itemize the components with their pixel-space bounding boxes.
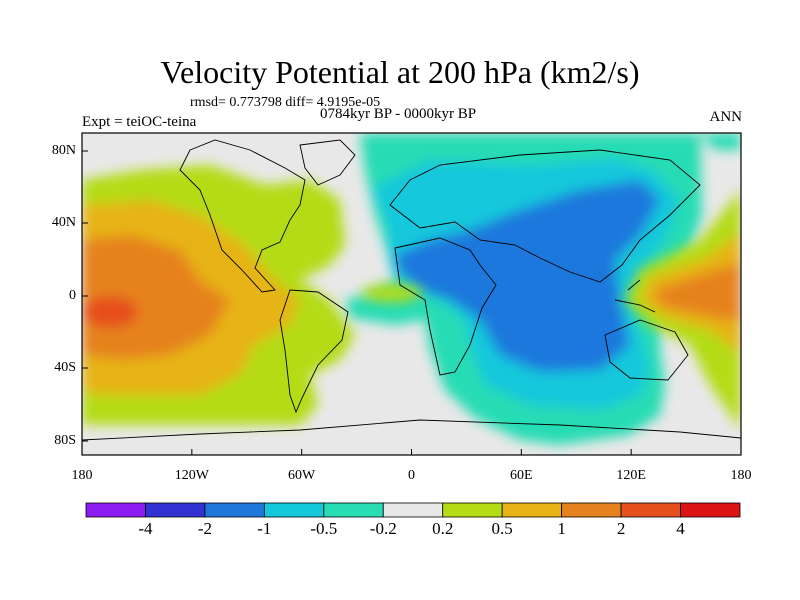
- y-tick-label: 0: [69, 288, 76, 303]
- colorbar-label: 2: [616, 519, 626, 538]
- positive-field-0.2-atlantic: [362, 284, 422, 302]
- colorbar-label: 0.2: [432, 519, 454, 538]
- positive-field-2: [82, 296, 138, 328]
- y-tick-label: 80N: [51, 143, 76, 158]
- x-tick-label: 180: [71, 468, 93, 483]
- colorbar-label: 1: [557, 519, 566, 538]
- coastline-greenland: [299, 139, 356, 186]
- x-tick-label: 120W: [174, 468, 209, 483]
- colorbar-swatch: [204, 502, 265, 518]
- colorbar-label: -0.5: [310, 519, 338, 538]
- colorbar-label: -2: [197, 519, 212, 538]
- colorbar-swatch: [382, 502, 444, 518]
- colorbar-label: -0.2: [369, 519, 397, 538]
- coastlines: [82, 139, 741, 441]
- colorbar-swatch: [323, 502, 384, 518]
- colorbar-label: 4: [676, 519, 685, 538]
- coastline-maritime-continent: [614, 279, 656, 313]
- colorbar-label: -4: [138, 519, 153, 538]
- y-tick-label: 80S: [54, 433, 76, 448]
- coastline-africa: [394, 237, 497, 376]
- colorbar-label: 0.5: [491, 519, 513, 538]
- y-tick-label: 40S: [54, 360, 76, 375]
- axis-ticks: [81, 150, 742, 455]
- negative-field-1: [395, 180, 660, 372]
- coastline-australia: [604, 319, 689, 381]
- negative-field-0.2-north: [700, 133, 741, 150]
- colorbar: [85, 502, 741, 518]
- colorbar-swatch: [85, 502, 146, 518]
- coastline-north-america: [179, 139, 306, 293]
- period-label: 0784kyr BP - 0000kyr BP: [320, 106, 477, 122]
- colorbar-swatch: [561, 502, 622, 518]
- x-tick-label: 180: [730, 468, 752, 483]
- season-label: ANN: [709, 109, 743, 125]
- colorbar-swatch: [680, 502, 741, 518]
- colorbar-swatch: [620, 502, 681, 518]
- figure-title: Velocity Potential at 200 hPa (km2/s): [160, 54, 640, 90]
- colorbar-label: -1: [257, 519, 272, 538]
- x-tick-label: 0: [408, 468, 415, 483]
- x-tick-label: 60E: [510, 468, 533, 483]
- coastline-south-america: [279, 289, 349, 414]
- coastline-antarctica: [82, 419, 741, 441]
- positive-field-1-west-pacific: [655, 262, 741, 322]
- colorbar-swatch: [263, 502, 325, 518]
- colorbar-swatch: [145, 502, 206, 518]
- colorbar-swatch: [501, 502, 563, 518]
- coastline-eurasia: [389, 149, 701, 283]
- x-tick-label: 60W: [288, 468, 316, 483]
- rmsd-diff-stats: rmsd= 0.773798 diff= 4.9195e-05: [190, 95, 381, 110]
- experiment-label: Expt = teiOC-teina: [82, 114, 197, 130]
- positive-field-1: [82, 235, 230, 360]
- y-tick-label: 40N: [51, 215, 76, 230]
- colorbar-swatch: [442, 502, 503, 518]
- x-tick-label: 120E: [616, 468, 646, 483]
